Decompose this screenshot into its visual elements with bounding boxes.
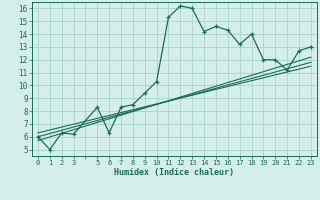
X-axis label: Humidex (Indice chaleur): Humidex (Indice chaleur): [115, 168, 234, 177]
